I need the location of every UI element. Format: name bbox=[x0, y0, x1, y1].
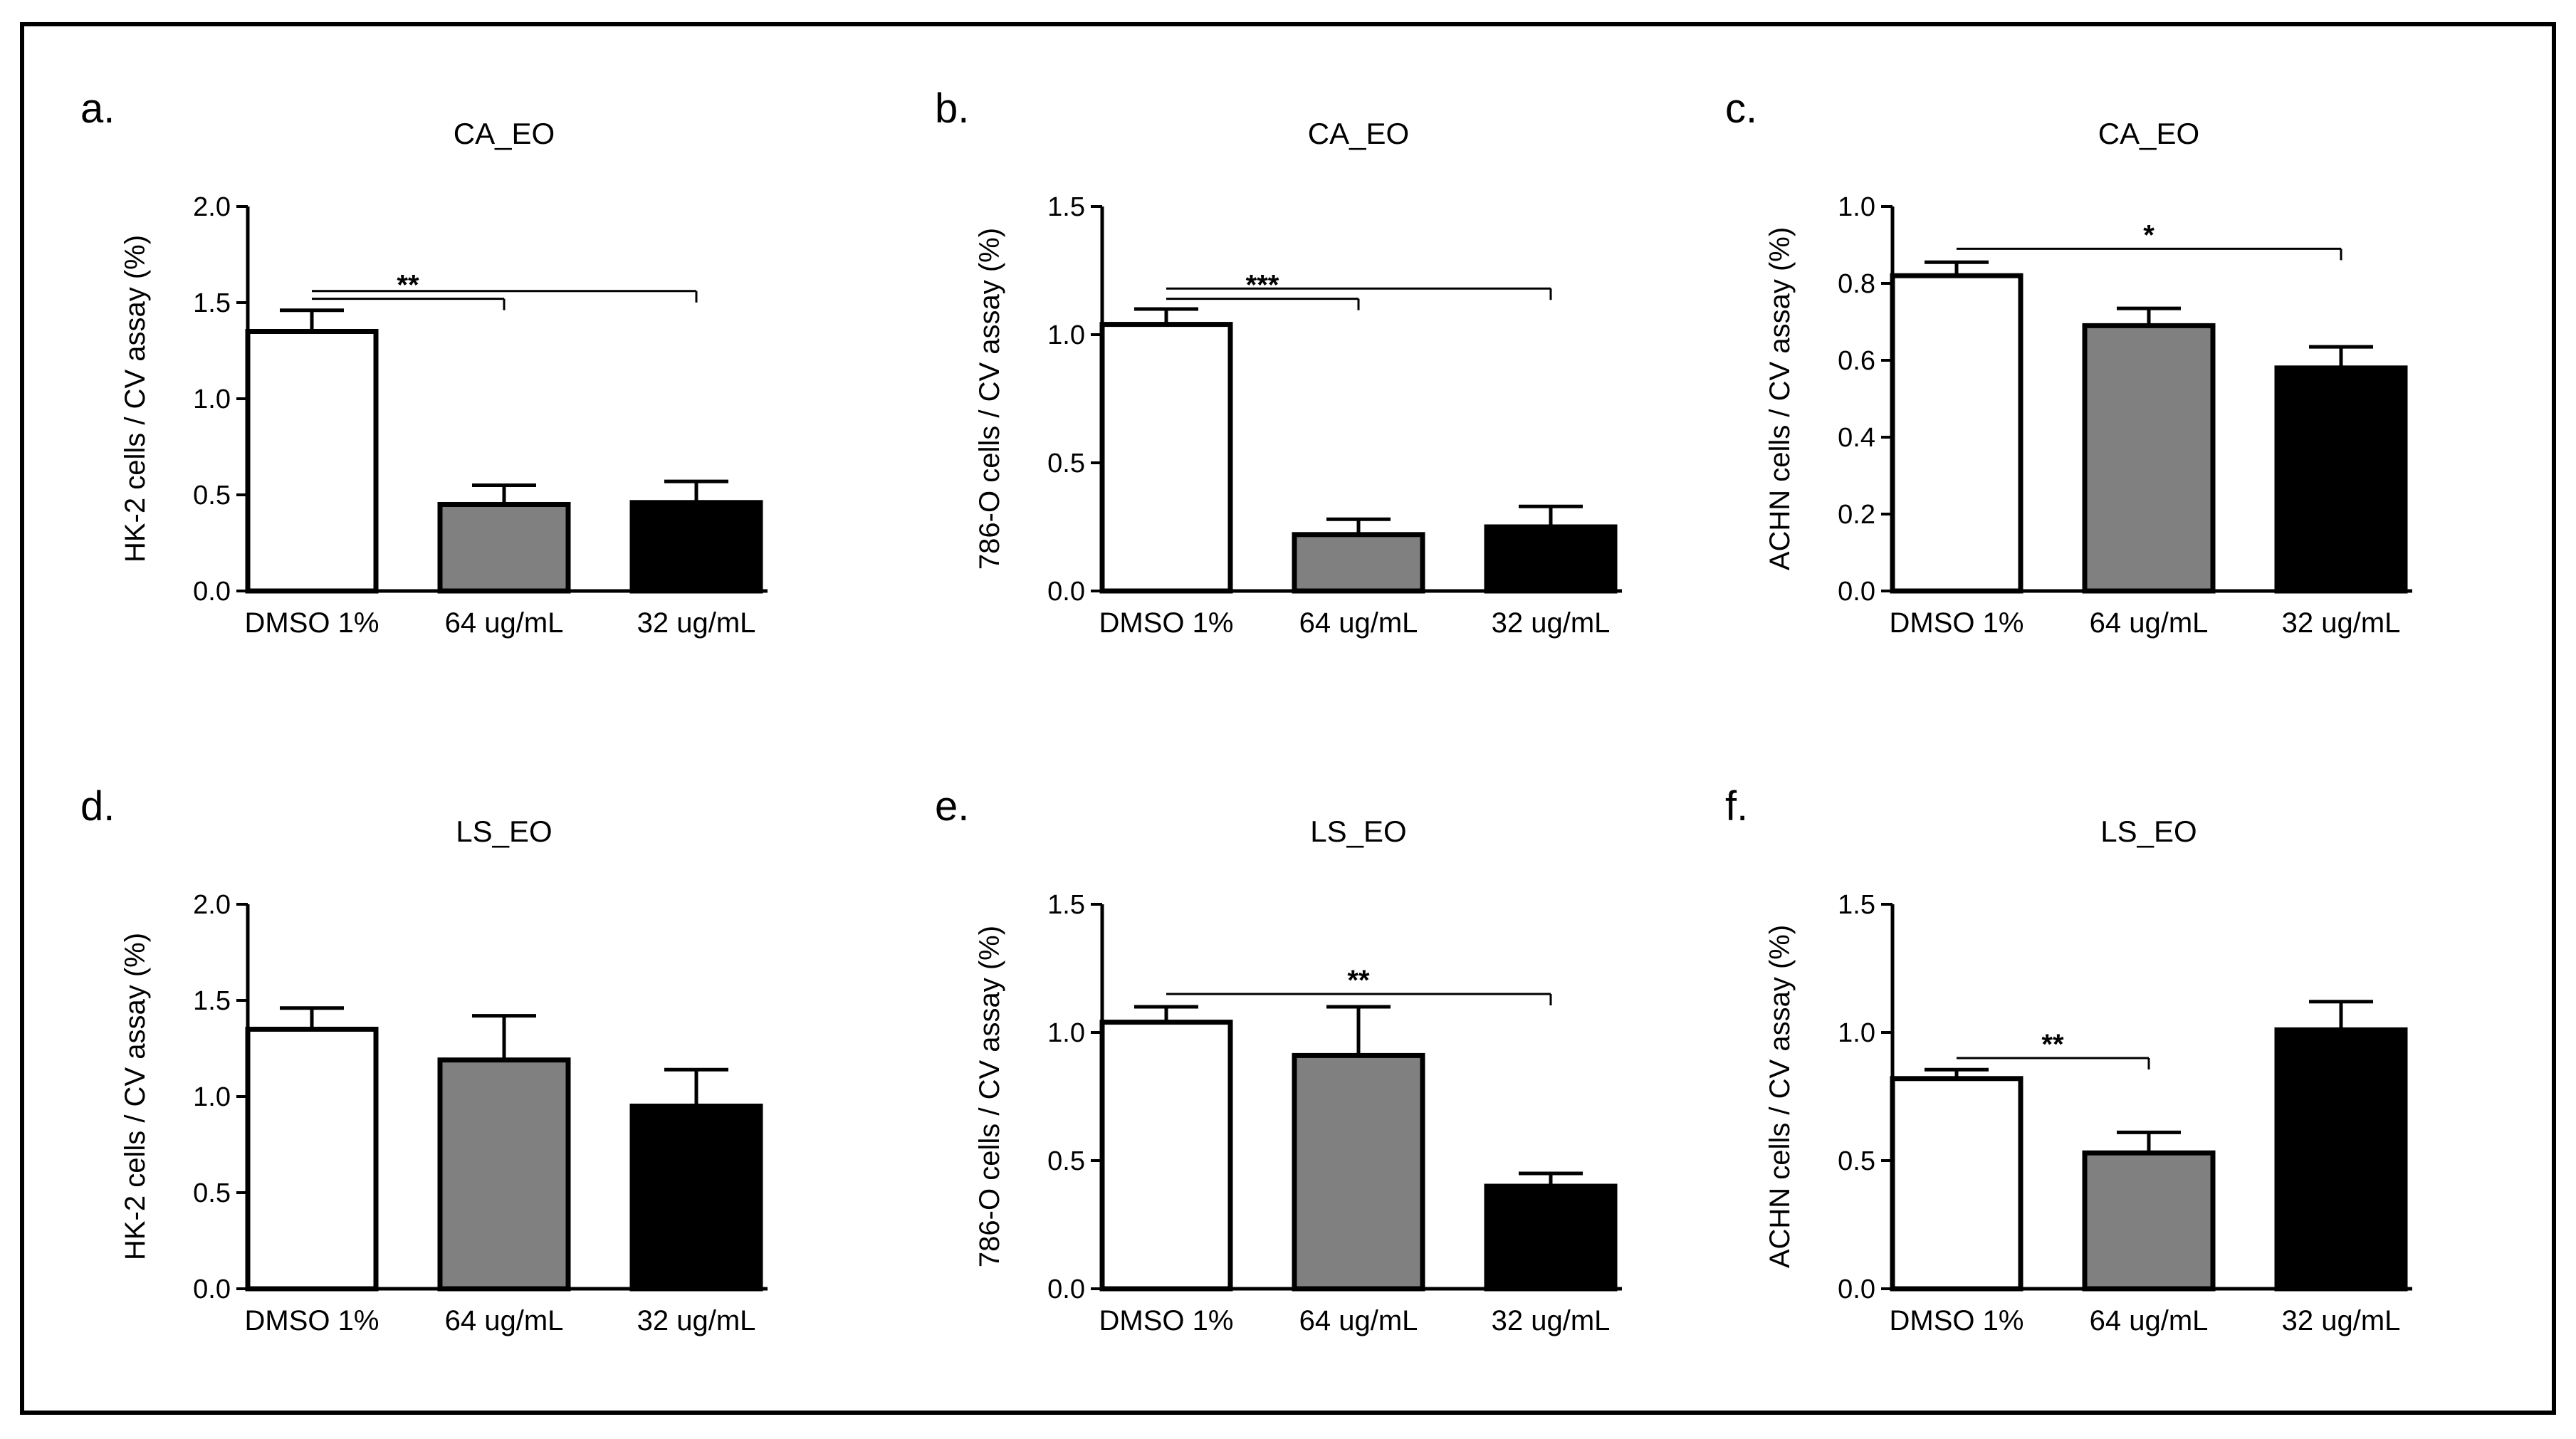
y-tick-label: 0.0 bbox=[1047, 577, 1085, 607]
panel-letter: b. bbox=[935, 85, 969, 132]
panel-letter: a. bbox=[80, 85, 115, 132]
y-tick-label: 2.0 bbox=[193, 192, 231, 222]
panel-a: a. CA_EO HK-2 cells / CV assay (%) 0.0 0.5 1.… bbox=[80, 85, 768, 639]
y-tick-label: 0.0 bbox=[193, 1275, 231, 1304]
y-tick-label: 0.0 bbox=[1838, 577, 1875, 607]
x-tick-label: DMSO 1% bbox=[1890, 1305, 2024, 1336]
panel-e: e. LS_EO 786-O cells / CV assay (%) 0.0 0.5 1… bbox=[935, 783, 1622, 1336]
y-axis-label: ACHN cells / CV assay (%) bbox=[1764, 925, 1796, 1268]
y-tick-label: 0.5 bbox=[1047, 449, 1085, 478]
y-tick-label: 1.5 bbox=[193, 986, 231, 1016]
bar bbox=[1292, 1052, 1425, 1292]
significance-label: ** bbox=[2041, 1029, 2064, 1060]
y-tick-label: 0.6 bbox=[1838, 346, 1875, 376]
y-tick-label: 1.0 bbox=[1838, 1018, 1875, 1048]
x-tick-label: DMSO 1% bbox=[1099, 607, 1234, 639]
y-tick-label: 1.5 bbox=[1047, 192, 1085, 222]
y-tick-label: 0.5 bbox=[1838, 1146, 1875, 1176]
y-axis-label: 786-O cells / CV assay (%) bbox=[974, 926, 1005, 1267]
bar bbox=[1484, 1183, 1618, 1292]
panel-letter: e. bbox=[935, 783, 969, 830]
chart-title: CA_EO bbox=[2098, 117, 2199, 150]
y-tick-label: 1.5 bbox=[193, 288, 231, 318]
x-tick-label: DMSO 1% bbox=[245, 607, 379, 639]
bar bbox=[1890, 273, 2023, 594]
y-tick-label: 0.5 bbox=[1047, 1146, 1085, 1176]
y-tick-label: 0.0 bbox=[1047, 1275, 1085, 1304]
significance-label: * bbox=[2143, 219, 2154, 251]
bar bbox=[629, 500, 763, 594]
panel-letter: c. bbox=[1725, 85, 1757, 132]
significance-label: *** bbox=[1246, 270, 1279, 301]
bar bbox=[2274, 1027, 2408, 1292]
y-tick-label: 1.5 bbox=[1047, 890, 1085, 920]
bar bbox=[1292, 532, 1425, 594]
panel-d: d. LS_EO HK-2 cells / CV assay (%) 0.0 0.5 1.… bbox=[80, 783, 768, 1336]
y-tick-label: 0.5 bbox=[193, 481, 231, 511]
y-tick-label: 0.8 bbox=[1838, 269, 1875, 299]
panel-b: b. CA_EO 786-O cells / CV assay (%) 0.0 0.5 1… bbox=[935, 85, 1622, 639]
y-axis-label: HK-2 cells / CV assay (%) bbox=[120, 235, 151, 562]
y-tick-label: 0.2 bbox=[1838, 500, 1875, 530]
y-tick-label: 0.0 bbox=[1838, 1275, 1875, 1304]
y-tick-label: 0.0 bbox=[193, 577, 231, 607]
y-tick-label: 1.0 bbox=[193, 1082, 231, 1112]
x-tick-label: DMSO 1% bbox=[1890, 607, 2024, 639]
x-tick-label: 32 ug/mL bbox=[637, 1305, 756, 1336]
bar bbox=[2082, 323, 2216, 594]
x-tick-label: DMSO 1% bbox=[1099, 1305, 1234, 1336]
bar bbox=[245, 329, 379, 594]
bar bbox=[2082, 1150, 2216, 1292]
y-axis-label: HK-2 cells / CV assay (%) bbox=[120, 933, 151, 1260]
chart-title: LS_EO bbox=[2100, 815, 2197, 848]
panel-letter: d. bbox=[80, 783, 115, 830]
y-axis-label: ACHN cells / CV assay (%) bbox=[1764, 227, 1796, 570]
x-tick-label: 64 ug/mL bbox=[445, 607, 564, 639]
panel-letter: f. bbox=[1725, 783, 1748, 830]
x-tick-label: 32 ug/mL bbox=[2282, 1305, 2401, 1336]
x-tick-label: 64 ug/mL bbox=[1299, 607, 1418, 639]
y-tick-label: 1.0 bbox=[1838, 192, 1875, 222]
y-tick-label: 0.5 bbox=[193, 1178, 231, 1208]
bar bbox=[629, 1104, 763, 1292]
chart-title: CA_EO bbox=[1308, 117, 1409, 150]
panel-f: f. LS_EO ACHN cells / CV assay (%) 0.0 0.5 1.… bbox=[1725, 783, 2412, 1336]
y-tick-label: 1.0 bbox=[1047, 320, 1085, 350]
y-axis-label: 786-O cells / CV assay (%) bbox=[974, 228, 1005, 570]
x-tick-label: 64 ug/mL bbox=[445, 1305, 564, 1336]
chart-title: CA_EO bbox=[454, 117, 555, 150]
x-tick-label: DMSO 1% bbox=[245, 1305, 379, 1336]
y-tick-label: 1.0 bbox=[193, 384, 231, 414]
x-tick-label: 32 ug/mL bbox=[637, 607, 756, 639]
bar bbox=[1099, 1020, 1233, 1292]
bar bbox=[2274, 365, 2408, 594]
y-tick-label: 0.4 bbox=[1838, 423, 1875, 453]
chart-title: LS_EO bbox=[456, 815, 552, 848]
bar bbox=[437, 1057, 571, 1292]
bar bbox=[1890, 1076, 2023, 1292]
bar bbox=[245, 1027, 379, 1292]
x-tick-label: 64 ug/mL bbox=[1299, 1305, 1418, 1336]
y-tick-label: 1.5 bbox=[1838, 890, 1875, 920]
x-tick-label: 64 ug/mL bbox=[2090, 607, 2209, 639]
x-tick-label: 64 ug/mL bbox=[2090, 1305, 2209, 1336]
bar bbox=[1099, 322, 1233, 594]
x-tick-label: 32 ug/mL bbox=[1492, 1305, 1611, 1336]
y-tick-label: 2.0 bbox=[193, 890, 231, 920]
significance-label: ** bbox=[397, 270, 419, 301]
panel-c: c. CA_EO ACHN cells / CV assay (%) 0.0 0.2 0.… bbox=[1725, 85, 2412, 639]
y-tick-label: 1.0 bbox=[1047, 1018, 1085, 1048]
bar bbox=[437, 502, 571, 594]
chart-title: LS_EO bbox=[1310, 815, 1406, 848]
significance-label: ** bbox=[1347, 965, 1370, 996]
x-tick-label: 32 ug/mL bbox=[2282, 607, 2401, 639]
bar bbox=[1484, 524, 1618, 594]
x-tick-label: 32 ug/mL bbox=[1492, 607, 1611, 639]
